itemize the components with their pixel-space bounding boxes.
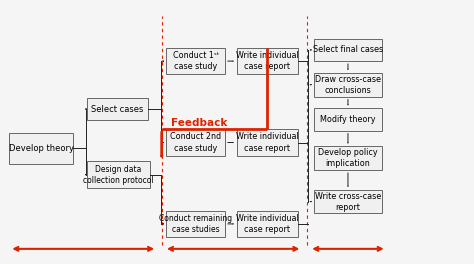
Text: Draw cross-case
conclusions: Draw cross-case conclusions [315, 75, 381, 95]
Text: Select final cases: Select final cases [313, 45, 383, 54]
FancyBboxPatch shape [237, 211, 298, 237]
Text: Conduct 1ˢᵗ
case study: Conduct 1ˢᵗ case study [173, 51, 219, 71]
Text: Write cross-case
report: Write cross-case report [315, 192, 381, 212]
FancyBboxPatch shape [237, 48, 298, 74]
FancyBboxPatch shape [166, 129, 225, 156]
Text: Conduct remaining
case studies: Conduct remaining case studies [159, 214, 232, 234]
Text: Develop theory: Develop theory [9, 144, 73, 153]
FancyBboxPatch shape [87, 161, 150, 188]
Text: Design data
collection protocol: Design data collection protocol [83, 165, 154, 185]
FancyBboxPatch shape [314, 147, 382, 170]
Text: Develop policy
implication: Develop policy implication [318, 148, 378, 168]
FancyBboxPatch shape [87, 98, 147, 120]
Text: Modify theory: Modify theory [320, 115, 376, 124]
FancyBboxPatch shape [9, 133, 73, 163]
FancyBboxPatch shape [314, 39, 382, 61]
Text: Write individual
case report: Write individual case report [236, 133, 299, 153]
FancyBboxPatch shape [314, 108, 382, 131]
Text: Write individual
case report: Write individual case report [236, 51, 299, 71]
Text: Conduct 2nd
case study: Conduct 2nd case study [170, 133, 221, 153]
Text: Select cases: Select cases [91, 105, 143, 114]
FancyBboxPatch shape [314, 73, 382, 97]
FancyBboxPatch shape [166, 48, 225, 74]
FancyBboxPatch shape [166, 211, 225, 237]
Text: Feedback: Feedback [171, 118, 228, 128]
Text: Write individual
case report: Write individual case report [236, 214, 299, 234]
FancyBboxPatch shape [314, 190, 382, 213]
FancyBboxPatch shape [237, 129, 298, 156]
